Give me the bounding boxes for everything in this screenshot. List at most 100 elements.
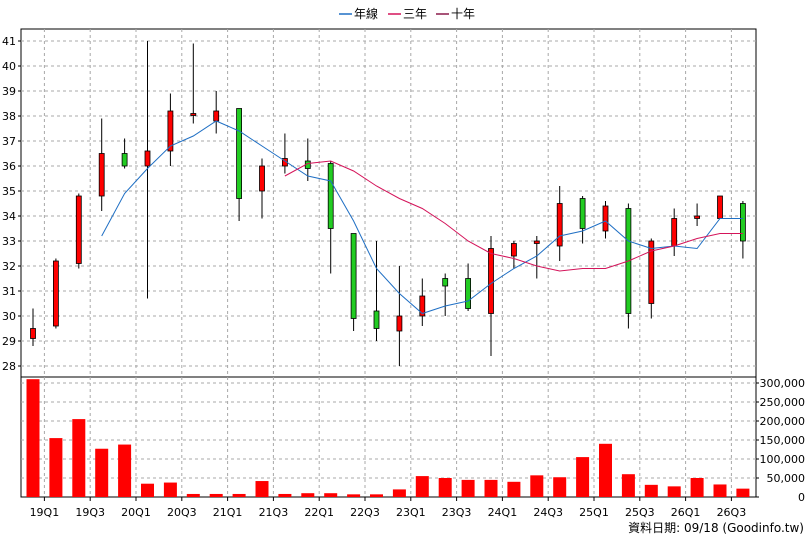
x-tick-label: 26Q1 xyxy=(671,506,701,519)
price-tick-label: 31 xyxy=(2,285,16,298)
x-tick-label: 22Q1 xyxy=(304,506,334,519)
x-tick-label: 26Q3 xyxy=(717,506,747,519)
series-line-年線 xyxy=(101,120,743,315)
price-tick-label: 41 xyxy=(2,35,16,48)
volume-bar xyxy=(644,484,658,497)
candle-body-up xyxy=(533,240,540,244)
candle-body-down xyxy=(465,278,472,309)
x-tick-label: 24Q3 xyxy=(533,506,563,519)
price-axis: 28 29 30 31 32 33 34 35 36 37 38 39 40 41 xyxy=(2,35,21,373)
price-tick-label: 38 xyxy=(2,110,16,123)
x-tick-label: 20Q1 xyxy=(121,506,151,519)
candle-body-down xyxy=(121,153,128,167)
volume-bar xyxy=(599,443,612,497)
moving-average-lines xyxy=(101,120,743,315)
volume-bar xyxy=(232,493,246,497)
volume-tick-label: 0 xyxy=(798,491,805,504)
volume-bar xyxy=(209,493,223,497)
volume-bar xyxy=(347,494,361,497)
volume-bar xyxy=(255,481,269,497)
volume-bar xyxy=(576,457,590,497)
price-tick-label: 35 xyxy=(2,185,16,198)
candle-body-down xyxy=(373,310,380,329)
price-tick-label: 39 xyxy=(2,85,16,98)
candle-body-up xyxy=(671,218,678,247)
volume-tick-label: 100,000 xyxy=(760,453,806,466)
volume-bar xyxy=(26,379,40,497)
candle-body-down xyxy=(442,278,449,287)
volume-bar xyxy=(736,488,750,497)
legend-label-three-year: 三年 xyxy=(403,7,427,21)
candle-body-up xyxy=(144,150,151,167)
price-tick-label: 32 xyxy=(2,260,16,273)
volume-axis: 0 50,000 100,000 150,000 200,000 250,000 300,0… xyxy=(756,377,805,504)
price-tick-label: 28 xyxy=(2,360,16,373)
candle-body-down xyxy=(327,163,334,229)
candlesticks xyxy=(30,41,746,366)
x-tick-label: 19Q3 xyxy=(75,506,105,519)
volume-bar xyxy=(392,489,406,497)
candle-body-up xyxy=(98,153,105,197)
volume-bar xyxy=(484,479,498,497)
candle-body-down xyxy=(579,198,586,229)
volume-bar xyxy=(621,474,635,497)
volume-bar xyxy=(713,484,727,497)
legend-label-year: 年線 xyxy=(354,6,378,21)
grid-lines xyxy=(21,29,756,497)
series-line-三年 xyxy=(284,160,743,272)
x-tick-label: 21Q3 xyxy=(259,506,289,519)
volume-bar xyxy=(324,493,338,497)
volume-bar xyxy=(461,479,475,497)
x-tick-label: 19Q1 xyxy=(30,506,60,519)
volume-bar xyxy=(118,444,132,497)
x-tick-label: 22Q3 xyxy=(350,506,380,519)
volume-bar xyxy=(690,478,704,497)
volume-bars xyxy=(26,379,750,497)
price-tick-label: 36 xyxy=(2,160,16,173)
volume-tick-label: 300,000 xyxy=(760,377,806,390)
volume-bar xyxy=(301,493,315,497)
price-tick-label: 34 xyxy=(2,210,16,223)
x-tick-label: 25Q3 xyxy=(625,506,655,519)
volume-bar xyxy=(553,477,567,497)
volume-bar xyxy=(507,481,521,497)
candle-body-up xyxy=(419,295,426,317)
price-tick-label: 30 xyxy=(2,310,16,323)
candle-body-up xyxy=(259,165,265,192)
volume-bar xyxy=(278,493,292,497)
volume-tick-label: 150,000 xyxy=(760,434,806,447)
candle-body-up xyxy=(30,328,36,339)
volume-bar xyxy=(415,476,429,497)
volume-bar xyxy=(438,478,452,497)
x-tick-label: 25Q1 xyxy=(579,506,609,519)
volume-tick-label: 50,000 xyxy=(767,472,806,485)
volume-bar xyxy=(141,483,154,497)
candle-body-up xyxy=(190,113,197,116)
candle-body-up xyxy=(556,203,563,247)
candle-body-up xyxy=(510,243,517,257)
candle-body-up xyxy=(488,248,494,314)
volume-bar xyxy=(49,438,63,497)
x-tick-label: 23Q1 xyxy=(396,506,426,519)
price-tick-label: 33 xyxy=(2,235,16,248)
x-tick-label: 24Q1 xyxy=(488,506,518,519)
chart-legend: 年線 三年 十年 xyxy=(339,6,475,21)
candle-body-down xyxy=(740,203,746,242)
x-axis: 19Q1 19Q3 20Q1 20Q3 21Q1 21Q3 22Q1 22Q3 23Q1 23Q3… xyxy=(30,497,747,519)
volume-tick-label: 250,000 xyxy=(760,396,806,409)
candle-body-down xyxy=(350,233,357,319)
candle-body-up xyxy=(213,110,220,122)
volume-bar xyxy=(95,448,109,497)
volume-bar xyxy=(370,494,383,497)
volume-tick-label: 200,000 xyxy=(760,415,806,428)
volume-bar xyxy=(667,486,681,497)
volume-bar xyxy=(163,482,177,497)
volume-bar xyxy=(530,475,544,497)
candle-body-up xyxy=(694,215,700,219)
x-tick-label: 20Q3 xyxy=(167,506,197,519)
candle-body-up xyxy=(602,205,609,232)
plot-frame xyxy=(20,28,757,498)
price-tick-label: 29 xyxy=(2,335,16,348)
x-tick-label: 23Q3 xyxy=(442,506,472,519)
